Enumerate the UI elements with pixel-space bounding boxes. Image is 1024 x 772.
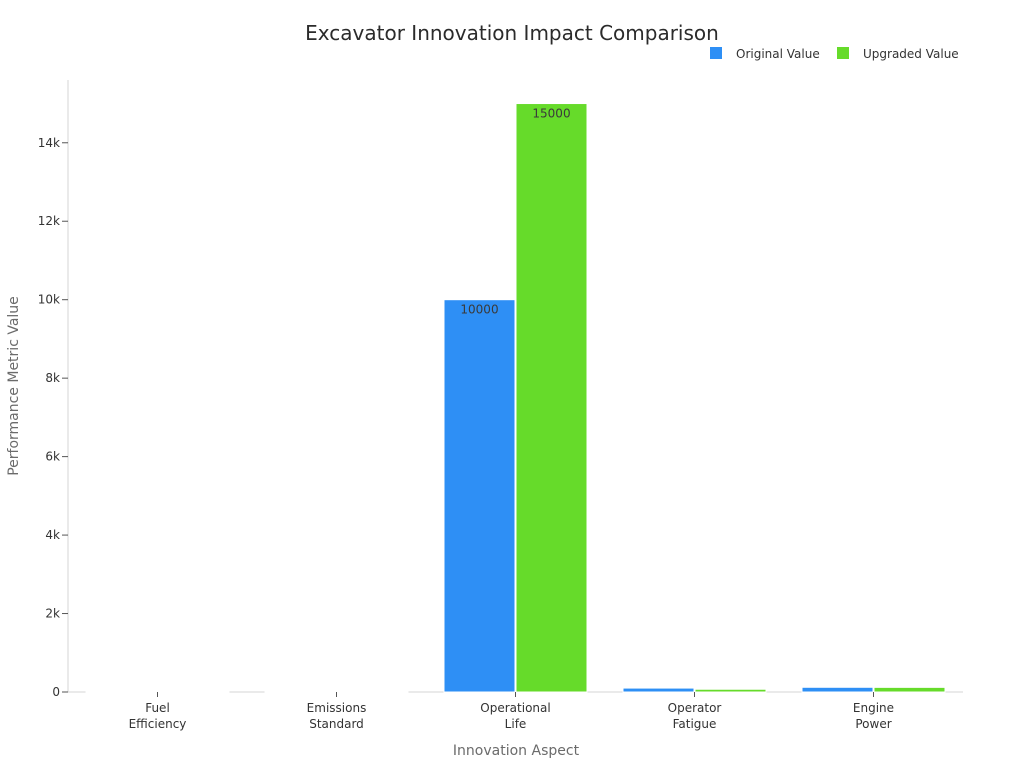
x-tick-label-line: Efficiency (129, 717, 187, 731)
bar-original (86, 691, 157, 692)
bar-upgraded (695, 689, 766, 692)
x-tick-label: Operational Life (480, 701, 550, 731)
x-tick-label-line: Life (505, 717, 527, 731)
legend-label-upgraded: Upgraded Value (863, 47, 959, 61)
bar-original (623, 688, 694, 692)
x-axis-label: Innovation Aspect (453, 743, 580, 759)
legend-swatch-upgraded (837, 47, 849, 59)
x-tick-label-line: Standard (309, 717, 364, 731)
x-tick-label: Emissions Standard (307, 701, 367, 731)
legend: Original Value Upgraded Value (710, 47, 959, 61)
bar-upgraded (516, 104, 587, 692)
y-tick-label: 10k (38, 293, 60, 307)
x-tick-label-line: Emissions (307, 701, 367, 715)
x-tick-label-line: Operational (480, 701, 550, 715)
legend-label-original: Original Value (736, 47, 820, 61)
x-tick-label: Fuel Efficiency (129, 701, 187, 731)
y-tick-label: 6k (45, 450, 60, 464)
x-tick-label: Engine Power (853, 701, 894, 731)
x-tick-label-line: Fuel (145, 701, 170, 715)
x-tick-label-line: Operator (668, 701, 722, 715)
x-tick-label-line: Engine (853, 701, 894, 715)
y-tick-label: 12k (38, 214, 60, 228)
y-axis-label: Performance Metric Value (6, 296, 22, 476)
x-tick-label-line: Power (855, 717, 891, 731)
legend-swatch-original (710, 47, 722, 59)
bar-upgraded (158, 691, 229, 692)
y-tick-label: 8k (45, 371, 60, 385)
y-tick-label: 2k (45, 607, 60, 621)
x-tick-label-line: Fatigue (673, 717, 717, 731)
data-label: 10000 (460, 303, 498, 317)
y-tick-label: 0 (52, 685, 60, 699)
bar-original (802, 687, 873, 692)
y-tick-label: 14k (38, 136, 60, 150)
bar-upgraded (874, 687, 945, 692)
plot-area: 0 2k 4k 6k 8k 10k 12k 14k Fuel Efficiency Emission… (38, 80, 963, 731)
chart-title: Excavator Innovation Impact Comparison (305, 21, 719, 45)
bar-original (444, 300, 515, 692)
data-label: 15000 (532, 107, 570, 121)
x-tick-label: Operator Fatigue (668, 701, 722, 731)
y-tick-label: 4k (45, 528, 60, 542)
